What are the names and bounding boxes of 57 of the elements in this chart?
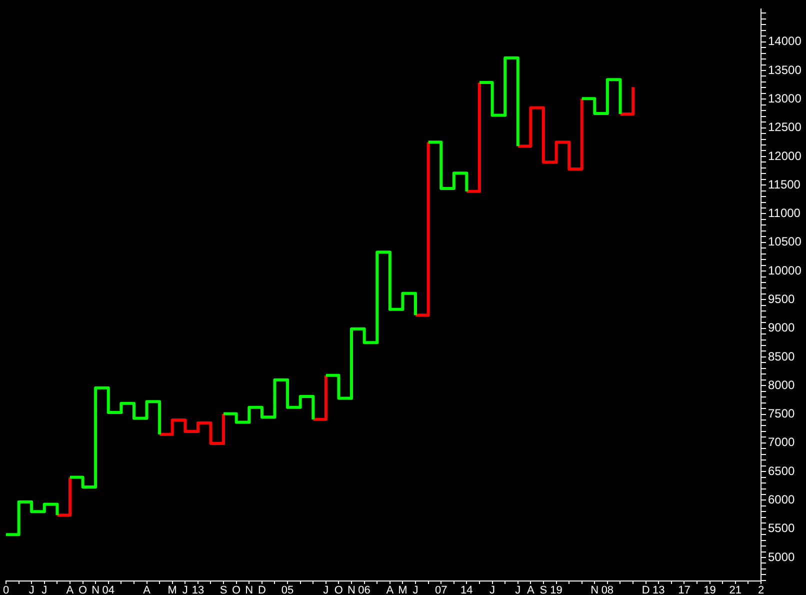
- x-tick-label: 0: [2, 584, 10, 595]
- x-tick-label: N: [245, 584, 254, 595]
- y-tick-label: 7000: [768, 435, 796, 450]
- x-tick-label: 19: [550, 584, 562, 595]
- x-tick-label: J: [28, 584, 34, 595]
- y-tick-label: 6000: [768, 492, 796, 507]
- x-tick-label: 04: [102, 584, 114, 595]
- x-tick-label: S: [540, 584, 548, 595]
- x-tick-label: M: [168, 584, 177, 595]
- y-tick-label: 11000: [768, 206, 801, 220]
- x-tick-label: O: [334, 584, 344, 595]
- x-tick-label: D: [258, 584, 266, 595]
- x-tick-label: 17: [678, 584, 690, 595]
- x-tick-label: A: [143, 584, 152, 595]
- x-tick-label: O: [78, 584, 88, 595]
- x-tick-label: J: [490, 584, 496, 595]
- x-tick-label: 05: [281, 584, 294, 595]
- x-tick-label: 14: [460, 584, 473, 595]
- x-tick-label: A: [66, 584, 74, 595]
- y-tick-label: 5000: [768, 550, 796, 564]
- x-tick-label: 06: [358, 584, 370, 595]
- x-tick-label: A: [526, 584, 535, 595]
- y-tick-label: 10000: [768, 263, 802, 278]
- y-tick-label: 10500: [768, 234, 802, 249]
- x-tick-label: J: [323, 584, 329, 595]
- x-tick-label: J: [42, 584, 48, 595]
- x-tick-label: N: [92, 584, 100, 595]
- y-tick-label: 9000: [768, 320, 796, 335]
- y-tick-label: 14000: [768, 34, 802, 48]
- x-tick-label: J: [182, 584, 188, 595]
- x-tick-label: 07: [434, 584, 448, 595]
- y-tick-label: 5500: [768, 521, 796, 536]
- x-tick-label: 2: [758, 584, 764, 595]
- y-tick-label: 9500: [768, 292, 796, 306]
- x-tick-label: S: [220, 584, 228, 595]
- x-tick-label: 13: [652, 584, 665, 595]
- y-tick-label: 8000: [768, 378, 796, 392]
- y-tick-label: 11500: [768, 177, 801, 192]
- x-tick-label: J: [515, 584, 521, 595]
- x-tick-label: 21: [729, 584, 742, 595]
- x-tick-label: 19: [704, 584, 716, 595]
- x-tick-label: O: [232, 584, 242, 595]
- x-tick-label: N: [590, 584, 599, 595]
- x-tick-label: N: [348, 584, 356, 595]
- x-tick-label: D: [642, 584, 650, 595]
- x-tick-label: M: [398, 584, 408, 595]
- y-tick-label: 6500: [768, 464, 796, 478]
- x-tick-label: J: [412, 584, 418, 595]
- y-tick-label: 13500: [768, 62, 802, 77]
- x-tick-label: A: [386, 584, 394, 595]
- y-tick-label: 13000: [768, 91, 802, 106]
- x-tick-label: 08: [601, 584, 614, 595]
- y-tick-label: 7500: [768, 406, 796, 421]
- y-tick-label: 12500: [768, 120, 802, 134]
- y-tick-label: 8500: [768, 349, 796, 364]
- y-tick-label: 12000: [768, 148, 802, 163]
- x-tick-label: 13: [192, 584, 204, 595]
